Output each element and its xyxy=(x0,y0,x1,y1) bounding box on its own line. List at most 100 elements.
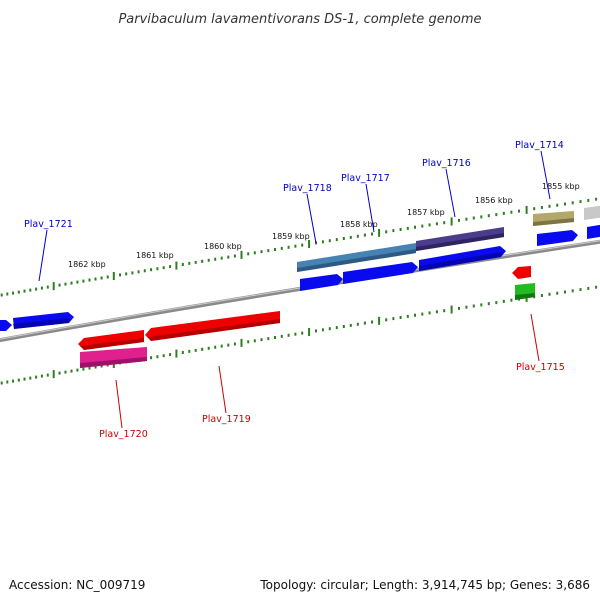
outer-track-major-tick xyxy=(112,272,115,280)
outer-track-minor-tick xyxy=(46,285,49,289)
inner-track-minor-tick xyxy=(214,345,217,349)
inner-track-minor-tick xyxy=(510,298,513,302)
outer-track-minor-tick xyxy=(571,201,574,205)
inner-track-minor-tick xyxy=(267,337,270,341)
outer-track-minor-tick xyxy=(131,271,134,275)
outer-track-minor-tick xyxy=(443,221,446,225)
gene-arrow-plav-1715[interactable] xyxy=(512,266,531,279)
kbp-label-1855: 1855 kbp xyxy=(542,182,580,191)
outer-track-minor-tick xyxy=(428,223,431,227)
outer-track-minor-tick xyxy=(70,281,73,285)
inner-track-minor-tick xyxy=(100,364,103,368)
gene-label-plav-1715[interactable]: Plav_1715 xyxy=(516,362,565,373)
inner-track-minor-tick xyxy=(6,380,9,384)
inner-track-minor-tick xyxy=(356,322,359,326)
outer-track-minor-tick xyxy=(220,256,223,260)
outer-track-minor-tick xyxy=(88,278,91,282)
gene-label-plav-1716[interactable]: Plav_1716 xyxy=(422,158,471,169)
outer-track-minor-tick xyxy=(267,249,270,253)
outer-tick-track xyxy=(0,197,598,297)
outer-track-minor-tick xyxy=(287,245,290,249)
gene-arrow-forward[interactable] xyxy=(0,320,12,331)
gene-label-plav-1720[interactable]: Plav_1720 xyxy=(99,429,148,440)
outer-track-minor-tick xyxy=(294,244,297,248)
outer-track-minor-tick xyxy=(540,206,543,209)
inner-track-major-tick xyxy=(52,370,55,379)
outer-track-minor-tick xyxy=(495,213,498,217)
outer-track-minor-tick xyxy=(106,275,109,279)
inner-track-major-tick xyxy=(378,316,381,325)
outer-track-minor-tick xyxy=(587,198,590,202)
outer-track-major-tick xyxy=(52,282,55,291)
kbp-label-1857: 1857 kbp xyxy=(407,208,445,217)
outer-track-minor-tick xyxy=(94,277,97,281)
inner-track-minor-tick xyxy=(414,313,416,317)
inner-track-minor-tick xyxy=(571,289,574,293)
outer-track-minor-tick xyxy=(6,292,9,296)
gene-arrow-plav-1717[interactable] xyxy=(343,262,418,284)
gene-arrow-plav-1714[interactable] xyxy=(537,230,578,246)
outer-track-minor-tick xyxy=(399,228,402,231)
inner-track-minor-tick xyxy=(385,318,388,322)
inner-track-minor-tick xyxy=(233,342,236,346)
gene-bar-grey[interactable] xyxy=(584,205,600,220)
inner-track-minor-tick xyxy=(595,285,598,289)
inner-track-minor-tick xyxy=(207,346,210,350)
outer-track-minor-tick xyxy=(253,251,256,255)
outer-track-minor-tick xyxy=(392,229,395,233)
kbp-label-1862: 1862 kbp xyxy=(68,260,106,269)
genome-title: Parvibaculum lavamentivorans DS-1, compl… xyxy=(118,12,481,27)
inner-track-minor-tick xyxy=(76,368,79,372)
inner-track-minor-tick xyxy=(392,317,395,321)
gene-label-plav-1718[interactable]: Plav_1718 xyxy=(283,183,332,194)
inner-track-minor-tick xyxy=(188,349,191,353)
inner-track-minor-tick xyxy=(35,375,38,379)
leader-line-plav-1714 xyxy=(540,150,551,200)
inner-track-minor-tick xyxy=(495,301,498,305)
leader-line-plav-1716 xyxy=(445,168,456,218)
inner-track-minor-tick xyxy=(156,355,159,359)
outer-track-minor-tick xyxy=(169,265,172,269)
leader-line-plav-1719 xyxy=(218,365,227,414)
gene-label-plav-1721[interactable]: Plav_1721 xyxy=(24,219,73,230)
inner-track-minor-tick xyxy=(274,336,276,339)
inner-tick-track xyxy=(0,285,598,385)
gene-label-plav-1719[interactable]: Plav_1719 xyxy=(202,414,251,425)
gene-label-plav-1717[interactable]: Plav_1717 xyxy=(341,173,390,184)
inner-track-minor-tick xyxy=(46,373,49,377)
gene-label-plav-1714[interactable]: Plav_1714 xyxy=(515,140,564,151)
kbp-label-1860: 1860 kbp xyxy=(204,242,242,251)
gene-arrow-forward-edge[interactable] xyxy=(587,224,600,239)
outer-track-minor-tick xyxy=(227,255,230,259)
inner-track-minor-tick xyxy=(435,310,438,314)
inner-track-minor-tick xyxy=(88,366,91,370)
outer-track-minor-tick xyxy=(247,252,250,256)
outer-track-minor-tick xyxy=(502,211,505,215)
inner-track-minor-tick xyxy=(540,294,543,297)
gene-arrow-plav-1720-shade xyxy=(80,338,144,350)
outer-track-minor-tick xyxy=(58,283,61,287)
gene-bar-plav-1718-shade xyxy=(297,249,416,272)
gene-bar-plav-1714-shade xyxy=(533,218,574,226)
outer-track-minor-tick xyxy=(301,243,304,247)
inner-track-minor-tick xyxy=(253,339,256,343)
inner-track-minor-tick xyxy=(548,292,551,296)
outer-track-minor-tick xyxy=(156,267,159,271)
outer-track-minor-tick xyxy=(188,261,191,265)
outer-track-minor-tick xyxy=(564,202,566,206)
outer-track-minor-tick xyxy=(207,258,210,262)
outer-track-minor-tick xyxy=(194,260,197,264)
leader-line-plav-1720 xyxy=(115,379,123,429)
inner-track-minor-tick xyxy=(162,354,165,358)
gene-arrow-plav-1718[interactable] xyxy=(300,274,343,291)
outer-track-minor-tick xyxy=(100,276,103,280)
outer-track-minor-tick xyxy=(328,239,331,243)
inner-track-minor-tick xyxy=(301,331,304,335)
outer-track-minor-tick xyxy=(35,287,38,291)
gene-bar-plav-1715-shade xyxy=(515,293,535,300)
outer-track-minor-tick xyxy=(465,217,468,221)
inner-track-major-tick xyxy=(240,338,243,347)
outer-track-minor-tick xyxy=(472,216,475,220)
outer-track-minor-tick xyxy=(356,234,359,238)
